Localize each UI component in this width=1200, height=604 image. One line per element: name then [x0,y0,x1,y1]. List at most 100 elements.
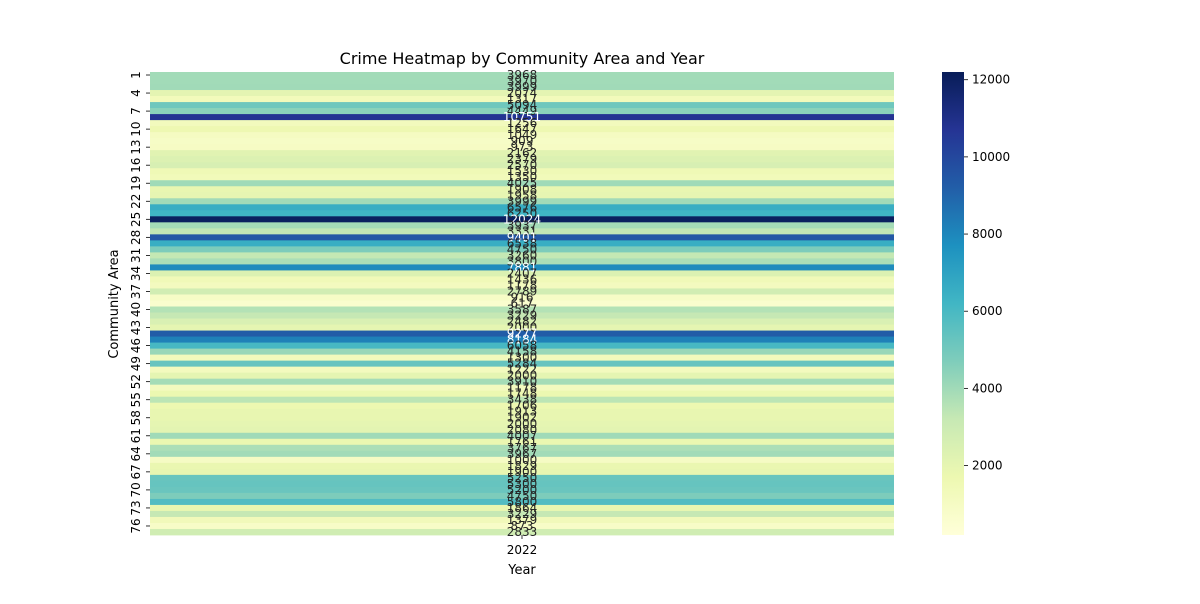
heatmap-cell [150,354,894,362]
cell-value-label: 1049 [507,128,538,142]
heatmap-cell [150,174,894,181]
cell-value-label: 2162 [507,146,538,160]
heatmap-cell [150,492,894,500]
cell-value-label: 1706 [507,399,538,413]
y-axis: 1 4 7 10 13 16 19 22 25 28 31 34 37 40 43 46 49 52 55 58 61 6… [129,71,150,534]
cell-value-label: 1902 [507,411,538,425]
colorbar-tick-label: 10000 [972,150,1010,164]
heatmap-cell [150,414,894,422]
cell-value-label: 6250 [507,206,538,220]
cell-value-label: 1530 [507,164,538,178]
heatmap-cell [150,186,894,193]
cell-value-label: 3800 [507,254,538,268]
y-tick-label: 19 [129,176,143,191]
heatmap-cell [150,444,894,452]
cell-value-label: 6058 [507,339,538,353]
cell-value-label: 1913 [507,405,538,419]
cell-value-label: 3260 [507,248,538,262]
heatmap-cell [150,276,894,283]
chart-title: Crime Heatmap by Community Area and Year [340,49,705,68]
cell-value-label: 3968 [507,68,538,82]
cell-value-label: 4449 [507,104,538,118]
cell-value-label: 6538 [507,236,538,250]
heatmap-cell [150,150,894,157]
heatmap-cell [150,132,894,139]
heatmap-cell [150,420,894,428]
heatmap-cell [150,96,894,103]
cell-value-label: 2000 [507,417,538,431]
cell-value-label: 617 [511,297,534,311]
x-axis: 2022 [507,535,537,557]
y-tick-label: 34 [129,266,143,281]
colorbar-tick-label: 4000 [972,381,1003,395]
colorbar-tick-label: 8000 [972,227,1003,241]
cell-value-label: 873 [511,519,534,533]
heatmap-cells: 3968397039992074131750944449107511256164… [150,68,894,539]
y-tick-label: 70 [129,482,143,497]
cell-value-label: 4750 [507,242,538,256]
cell-value-label: 1379 [507,513,538,527]
cell-value-label: 1647 [507,122,538,136]
cell-value-label: 2000 [507,369,538,383]
y-tick-label: 49 [129,356,143,371]
cell-value-label: 2570 [507,158,538,172]
heatmap-cell [150,114,894,121]
cell-value-label: 1958 [507,188,538,202]
y-tick-label: 64 [129,446,143,461]
y-tick-label: 76 [129,518,143,533]
cell-value-label: 10751 [503,110,541,124]
y-tick-label: 1 [129,71,143,79]
heatmap-cell [150,288,894,295]
cell-value-label: 916 [511,290,534,304]
heatmap-cell [150,126,894,133]
heatmap-cell [150,120,894,127]
heatmap-cell [150,504,894,512]
cell-value-label: 2482 [507,315,538,329]
heatmap-cell [150,162,894,169]
heatmap-cell [150,468,894,476]
y-tick-label: 31 [129,248,143,263]
heatmap-cell [150,390,894,398]
cell-value-label: 1317 [507,92,538,106]
heatmap-cell [150,306,894,313]
cell-value-label: 3229 [507,507,538,521]
x-axis-label: Year [507,563,536,578]
heatmap-cell [150,516,894,524]
heatmap-cell [150,168,894,175]
cell-value-label: 3999 [507,194,538,208]
heatmap-cell [150,102,894,109]
cell-value-label: 1900 [507,465,538,479]
cell-value-label: 1000 [507,453,538,467]
heatmap-cell [150,318,894,325]
heatmap-cell [150,456,894,464]
heatmap-cell [150,510,894,518]
heatmap-cell [150,522,894,530]
heatmap-cell [150,330,894,337]
heatmap-cell [150,324,894,331]
cell-value-label: 8184 [507,333,538,347]
heatmap-cell [150,78,894,85]
heatmap-cell [150,192,894,199]
cell-value-label: 5200 [507,483,538,497]
heatmap-cell [150,366,894,374]
y-tick-label: 28 [129,230,143,245]
heatmap-cell [150,480,894,488]
cell-value-label: 5094 [507,98,538,112]
heatmap-cell [150,156,894,163]
colorbar-gradient [942,72,964,535]
cell-value-label: 909 [511,134,534,148]
heatmap-cell [150,474,894,482]
heatmap-cell [150,402,894,410]
heatmap-cell [150,108,894,115]
y-tick-label: 61 [129,428,143,443]
heatmap-cell [150,312,894,319]
heatmap-cell [150,90,894,97]
y-tick-label: 67 [129,464,143,479]
y-tick-label: 43 [129,320,143,335]
cell-value-label: 2379 [507,152,538,166]
heatmap-cell [150,282,894,289]
y-axis-label: Community Area [107,249,122,358]
heatmap-cell [150,216,894,223]
cell-value-label: 9401 [507,230,538,244]
